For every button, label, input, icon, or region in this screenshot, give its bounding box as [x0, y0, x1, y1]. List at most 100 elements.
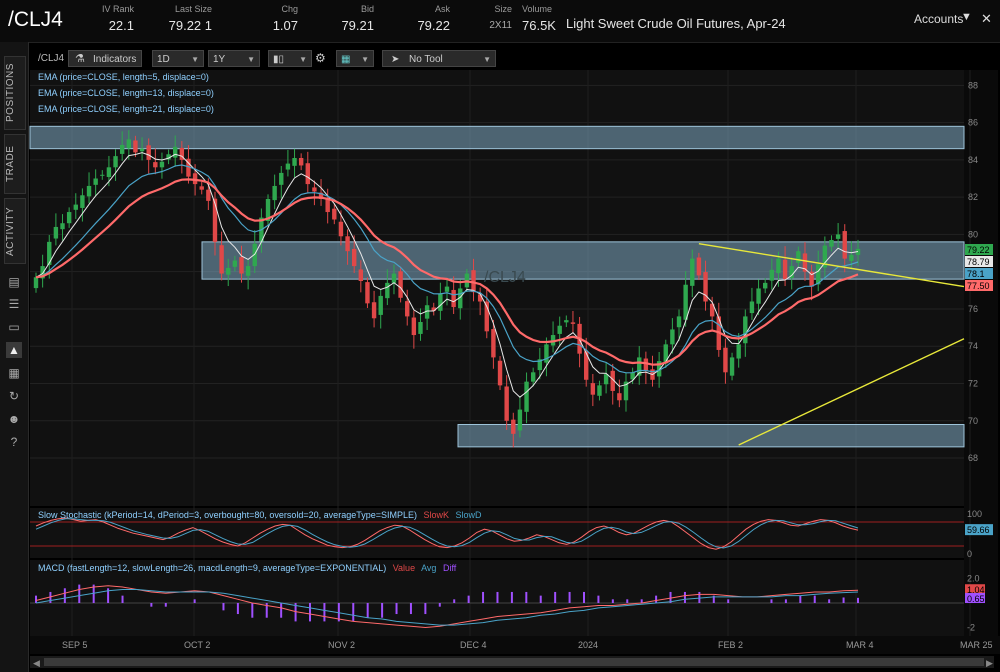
price-tick-label: 88: [968, 80, 978, 90]
chart-toolbar: /CLJ4 ⚗ Indicators 1D ▼ 1Y ▼ ▮▯ ▼ ⚙ ▦ ▼ ➤ No…: [28, 48, 980, 70]
candle-body: [809, 271, 814, 287]
study-label-ema5[interactable]: EMA (price=CLOSE, length=5, displace=0): [38, 72, 209, 82]
candle-body: [332, 208, 337, 220]
macd-params: MACD (fastLength=12, slowLength=26, macd…: [38, 563, 386, 573]
candle-body: [683, 284, 688, 320]
gear-icon[interactable]: ⚙: [315, 51, 326, 65]
timeframe-select[interactable]: 1Y ▼: [208, 50, 260, 67]
people-icon[interactable]: ☻: [7, 412, 21, 426]
tv-icon[interactable]: ▭: [8, 320, 20, 334]
symbol-watermark: /CLJ4: [484, 269, 526, 286]
chevron-down-icon: ▼: [247, 55, 255, 64]
candles: [33, 130, 861, 448]
candle-body: [351, 248, 357, 267]
study-label-ema13[interactable]: EMA (price=CLOSE, length=13, displace=0): [38, 88, 214, 98]
drawing-select[interactable]: ▦ ▼: [336, 50, 374, 67]
chart-icon[interactable]: ▲: [6, 342, 22, 358]
candle-body: [325, 197, 330, 213]
indicators-button[interactable]: ⚗ Indicators: [68, 50, 142, 67]
chevron-down-icon: ▼: [483, 55, 491, 64]
candle-body: [338, 221, 344, 237]
candle-body: [802, 253, 808, 272]
candle-body: [782, 259, 788, 280]
price-tag-label: 77.50: [967, 281, 990, 291]
candle-body: [709, 303, 715, 317]
candle-body: [385, 282, 390, 299]
candle-body: [159, 161, 165, 168]
chart-style-select[interactable]: ▮▯ ▼: [268, 50, 312, 67]
candle-body: [623, 381, 629, 401]
candle-body: [537, 359, 543, 371]
history-icon[interactable]: ↻: [8, 389, 20, 403]
candle-body: [703, 272, 708, 302]
candle-body: [279, 172, 284, 185]
candle-body: [378, 295, 383, 315]
candle-body: [345, 236, 350, 252]
study-label-stochastic[interactable]: Slow Stochastic (kPeriod=14, dPeriod=3, …: [38, 510, 482, 520]
study-label-macd[interactable]: MACD (fastLength=12, slowLength=26, macd…: [38, 563, 457, 573]
candle-body: [153, 162, 158, 168]
price-tag-label: 79.22: [967, 245, 990, 255]
candle-body: [829, 240, 834, 247]
candle-body: [458, 288, 463, 309]
study-label-ema21[interactable]: EMA (price=CLOSE, length=21, displace=0): [38, 104, 214, 114]
accounts-menu[interactable]: Accounts: [914, 12, 964, 26]
chevron-down-icon: ▼: [191, 55, 199, 64]
scrollbar-thumb[interactable]: [44, 658, 984, 666]
macd-tick-label: 0.65: [967, 594, 985, 604]
macd-tag: [965, 593, 985, 604]
candle-body: [93, 178, 98, 185]
candle-body: [53, 226, 59, 239]
macd-diff-label: Diff: [443, 563, 457, 573]
stochastic-k-label: SlowK: [424, 510, 450, 520]
candle-body: [146, 145, 151, 160]
symbol-title[interactable]: /CLJ4: [8, 8, 63, 31]
macd-avg-line: [35, 589, 859, 626]
quote-change: Chg 1.07: [272, 4, 298, 33]
candle-body: [80, 195, 85, 208]
candle-body: [371, 302, 377, 319]
candle-body: [232, 260, 238, 267]
zone-rect: [201, 241, 965, 280]
document-icon[interactable]: ▤: [8, 275, 20, 289]
price-tick-label: 82: [968, 192, 978, 202]
candle-body: [497, 360, 503, 386]
help-icon[interactable]: ?: [10, 435, 18, 449]
macd-value-label: Value: [393, 563, 415, 573]
stoch-tick-label: 100: [967, 509, 982, 519]
chevron-down-icon[interactable]: ▼: [961, 11, 972, 23]
candle-body: [285, 163, 291, 170]
trendlines: [698, 243, 965, 446]
price-tick-label: 70: [968, 416, 978, 426]
scroll-right-icon[interactable]: ▶: [986, 658, 993, 668]
candle-body: [119, 144, 125, 154]
candle-body: [358, 269, 364, 281]
candle-body: [47, 241, 52, 265]
candle-body: [630, 372, 635, 380]
candle-body: [86, 185, 92, 197]
close-icon[interactable]: ✕: [981, 11, 992, 26]
scroll-left-icon[interactable]: ◀: [33, 658, 40, 668]
date-tick-label: MAR 4: [846, 640, 874, 650]
candle-body: [769, 269, 775, 281]
instrument-description: Light Sweet Crude Oil Futures, Apr-24: [566, 16, 786, 31]
ema5-line: [35, 152, 859, 398]
candle-body: [842, 231, 847, 259]
chart-symbol-label: /CLJ4: [38, 53, 65, 64]
quote-last-size: Last Size 79.22 1: [168, 4, 212, 33]
price-tag-label: 78.79: [967, 257, 990, 267]
price-tags: 79.22 78.79 78.1 77.50: [965, 244, 993, 291]
tool-select[interactable]: ➤ No Tool ▼: [382, 50, 496, 67]
list-icon[interactable]: ☰: [8, 297, 20, 311]
price-tick-label: 68: [968, 453, 978, 463]
candle-body: [511, 419, 516, 434]
candle-body: [504, 386, 509, 421]
grid-icon[interactable]: ▦: [8, 366, 20, 380]
candle-body: [590, 383, 596, 395]
candle-body: [73, 204, 78, 210]
price-tick-label: 72: [968, 379, 978, 389]
stoch-tick-label: 0: [967, 549, 972, 559]
quote-ask: Ask 79.22: [417, 4, 450, 33]
aggregation-select[interactable]: 1D ▼: [152, 50, 204, 67]
